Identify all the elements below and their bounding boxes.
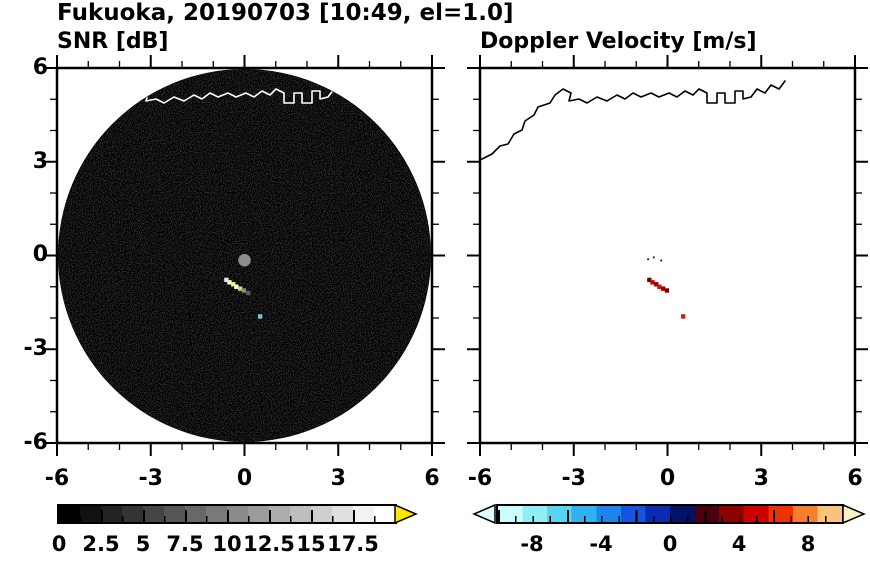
snr-cbar-label: 12.5 — [243, 532, 295, 556]
x-tick-label: 6 — [424, 466, 440, 491]
x-tick-label: 3 — [753, 466, 769, 491]
doppler-cbar-label: -4 — [589, 532, 613, 556]
y-tick-label: -3 — [23, 336, 48, 361]
doppler-plot — [467, 55, 868, 456]
doppler-underflow-arrow-shape — [472, 503, 496, 525]
snr-colorbar-overflow-arrow — [394, 503, 418, 525]
y-tick-label: 6 — [32, 55, 48, 80]
snr-colorbar — [57, 504, 397, 524]
snr-cbar-label: 17.5 — [327, 532, 379, 556]
doppler-cbar-label: 4 — [731, 532, 747, 556]
snr-plot — [44, 55, 445, 456]
figure-title: Fukuoka, 20190703 [10:49, el=1.0] — [57, 0, 514, 26]
panel-title-doppler: Doppler Velocity [m/s] — [480, 29, 757, 54]
snr-cbar-label: 0 — [51, 532, 67, 556]
doppler-colorbar — [496, 504, 844, 524]
coastline-doppler — [479, 80, 786, 161]
snr-cbar-label: 10 — [212, 532, 242, 556]
snr-cbar-label: 15 — [296, 532, 326, 556]
snr-colorbar-major-ticks — [59, 510, 395, 522]
doppler-cbar-label: -8 — [520, 532, 544, 556]
panel-title-snr: SNR [dB] — [57, 29, 169, 54]
y-tick-label: 3 — [32, 149, 48, 174]
x-tick-label: 3 — [330, 466, 346, 491]
doppler-plot-frame — [478, 66, 857, 445]
doppler-colorbar-underflow-arrow — [472, 503, 496, 525]
doppler-colorbar-overflow-arrow — [842, 503, 866, 525]
doppler-overflow-arrow-shape — [842, 503, 866, 525]
x-tick-label: -3 — [138, 466, 163, 491]
x-tick-label: -6 — [44, 466, 70, 491]
snr-cbar-label: 7.5 — [166, 532, 204, 556]
doppler-echo-group — [647, 256, 686, 319]
snr-echo-group — [224, 253, 263, 319]
x-tick-label: 6 — [847, 466, 863, 491]
snr-cbar-label: 2.5 — [82, 532, 120, 556]
x-tick-label: 0 — [236, 466, 253, 491]
y-tick-label: 0 — [32, 242, 48, 267]
doppler-cbar-label: 0 — [662, 532, 678, 556]
y-tick-label: -6 — [23, 430, 48, 455]
snr-cbar-label: 5 — [135, 532, 151, 556]
x-tick-label: 0 — [659, 466, 676, 491]
snr-overflow-arrow-shape — [394, 503, 418, 525]
x-tick-label: -3 — [561, 466, 586, 491]
x-tick-label: -6 — [467, 466, 493, 491]
doppler-cbar-label: 8 — [800, 532, 816, 556]
doppler-colorbar-major-ticks — [498, 510, 842, 522]
